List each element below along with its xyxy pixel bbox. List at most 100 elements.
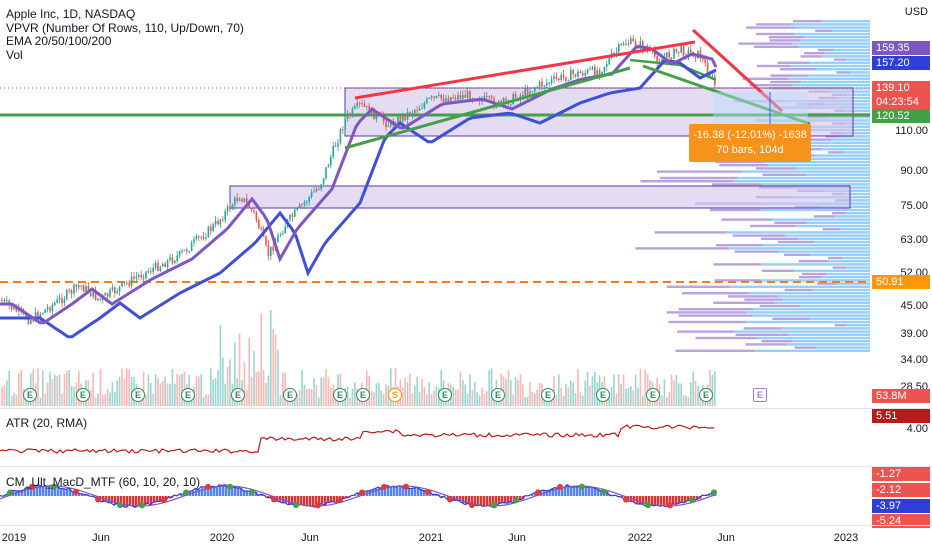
candle-body — [291, 214, 294, 217]
earnings-marker-icon[interactable]: E — [23, 388, 37, 402]
trendline-descending-red[interactable] — [691, 28, 784, 113]
vp-bar-up — [733, 180, 870, 183]
macd-hist-bar — [291, 496, 294, 504]
macd-hist-bar — [414, 488, 417, 496]
macd-legend[interactable]: CM_Ult_MacD_MTF (60, 10, 20, 10) — [6, 475, 201, 489]
candle-body — [162, 263, 164, 267]
volume-bar — [577, 368, 579, 406]
earnings-marker-icon[interactable]: E — [699, 388, 713, 402]
macd-hist-bar — [300, 496, 303, 505]
vp-bar-down — [734, 250, 778, 253]
volume-bar — [342, 397, 344, 406]
macd-hist-bar — [570, 486, 573, 496]
volume-bar — [404, 377, 406, 406]
candle-body — [402, 114, 404, 122]
time-tick: 2022 — [627, 532, 653, 544]
candle-body — [546, 82, 548, 86]
candle-body — [404, 114, 406, 120]
earnings-marker-icon[interactable]: E — [596, 388, 610, 402]
macd-axis[interactable]: -1.27 -2.12 -3.97 -5.24 — [870, 467, 932, 528]
volume-bar — [476, 392, 478, 406]
volume-bar — [255, 371, 258, 406]
candle-body — [99, 298, 102, 300]
candle-body — [411, 113, 414, 116]
time-tick: Jun — [92, 532, 110, 544]
earnings-marker-icon[interactable]: E — [131, 388, 145, 402]
volume-bar — [685, 395, 687, 406]
price-tick: 75.00 — [900, 200, 928, 212]
atr-pane[interactable]: ATR (20, RMA) — [0, 409, 870, 466]
future-earnings-marker-icon[interactable]: E — [753, 388, 767, 402]
price-chart-svg[interactable] — [0, 0, 870, 408]
trendline-green-down[interactable] — [642, 64, 811, 126]
macd-hist-bar — [495, 496, 498, 507]
price-axis[interactable]: USD 110.00 90.00 75.00 63.00 52.00 45.00… — [870, 0, 932, 408]
vp-bar-down — [755, 167, 797, 170]
earnings-marker-icon[interactable]: E — [491, 388, 505, 402]
earnings-marker-icon[interactable]: E — [283, 388, 297, 402]
price-pane[interactable]: Apple Inc, 1D, NASDAQ VPVR (Number Of Ro… — [0, 0, 870, 408]
legend-ema[interactable]: EMA 20/50/100/200 — [6, 34, 112, 48]
macd-hist-bar — [597, 489, 600, 496]
macd-cross-dots — [7, 483, 717, 509]
legend-vpvr[interactable]: VPVR (Number Of Rows, 110, Up/Down, 70) — [6, 20, 244, 35]
volume-bar — [207, 394, 210, 406]
macd-hist-bar — [549, 490, 552, 496]
consolidation-box-lower[interactable] — [229, 185, 851, 209]
atr-legend[interactable]: ATR (20, RMA) — [6, 416, 88, 430]
candle-body — [421, 107, 423, 109]
vp-bar-up — [806, 221, 870, 224]
macd-hist-bar — [681, 496, 684, 503]
volume-bar — [414, 385, 416, 406]
macd-hist-bar — [219, 484, 222, 496]
candle-body — [10, 305, 13, 310]
pane-separator[interactable] — [0, 466, 932, 467]
candle-body — [70, 290, 73, 294]
macd-hist-bar — [192, 490, 195, 496]
volume-bar — [459, 371, 462, 406]
pane-separator[interactable] — [0, 408, 932, 409]
vp-bar-up — [842, 256, 870, 260]
macd-hist-bar — [315, 496, 318, 508]
split-marker-icon[interactable]: S — [388, 388, 402, 402]
volume-bar — [349, 397, 351, 406]
vp-bar-up — [846, 93, 870, 96]
macd-hist-bar — [666, 496, 669, 507]
legend-vol[interactable]: Vol — [6, 47, 23, 62]
volume-bar — [394, 368, 397, 406]
earnings-marker-icon[interactable]: E — [181, 388, 195, 402]
vp-bar-down — [712, 183, 762, 186]
volume-bar — [409, 373, 411, 406]
earnings-marker-icon[interactable]: E — [231, 388, 245, 402]
trendline-lower-green[interactable] — [344, 66, 631, 150]
candle-body — [44, 309, 46, 313]
volume-bar — [375, 383, 378, 406]
volume-bar — [522, 384, 524, 406]
earnings-marker-icon[interactable]: E — [646, 388, 660, 402]
candle-body — [666, 52, 668, 58]
earnings-marker-icon[interactable]: E — [333, 388, 347, 402]
volume-bar — [682, 395, 685, 406]
vp-bar-up — [741, 170, 870, 173]
candle-body — [603, 66, 606, 72]
volume-bar — [423, 387, 426, 406]
macd-pane[interactable]: CM_Ult_MacD_MTF (60, 10, 20, 10) — [0, 467, 870, 525]
earnings-marker-icon[interactable]: E — [76, 388, 90, 402]
earnings-marker-icon[interactable]: E — [356, 388, 370, 402]
candle-body — [418, 108, 421, 111]
candle-body — [106, 293, 109, 297]
volume-bar — [6, 380, 8, 406]
macd-hist-bar — [576, 486, 579, 496]
candle-body — [6, 300, 8, 302]
macd-hist-bar — [153, 496, 156, 503]
macd-hist-bar — [123, 496, 126, 507]
legend-symbol[interactable]: Apple Inc, 1D, NASDAQ — [6, 7, 136, 21]
atr-axis[interactable]: 5.51 4.00 — [870, 409, 932, 466]
trendline-upper-red[interactable] — [354, 40, 696, 100]
earnings-marker-icon[interactable]: E — [541, 388, 555, 402]
earnings-marker-icon[interactable]: E — [438, 388, 452, 402]
vp-bar-down — [822, 228, 841, 231]
time-axis[interactable]: 2019 Jun 2020 Jun 2021 Jun 2022 Jun 2023 — [0, 526, 870, 550]
volume-bar — [63, 374, 66, 406]
vp-bar-up — [831, 29, 870, 32]
